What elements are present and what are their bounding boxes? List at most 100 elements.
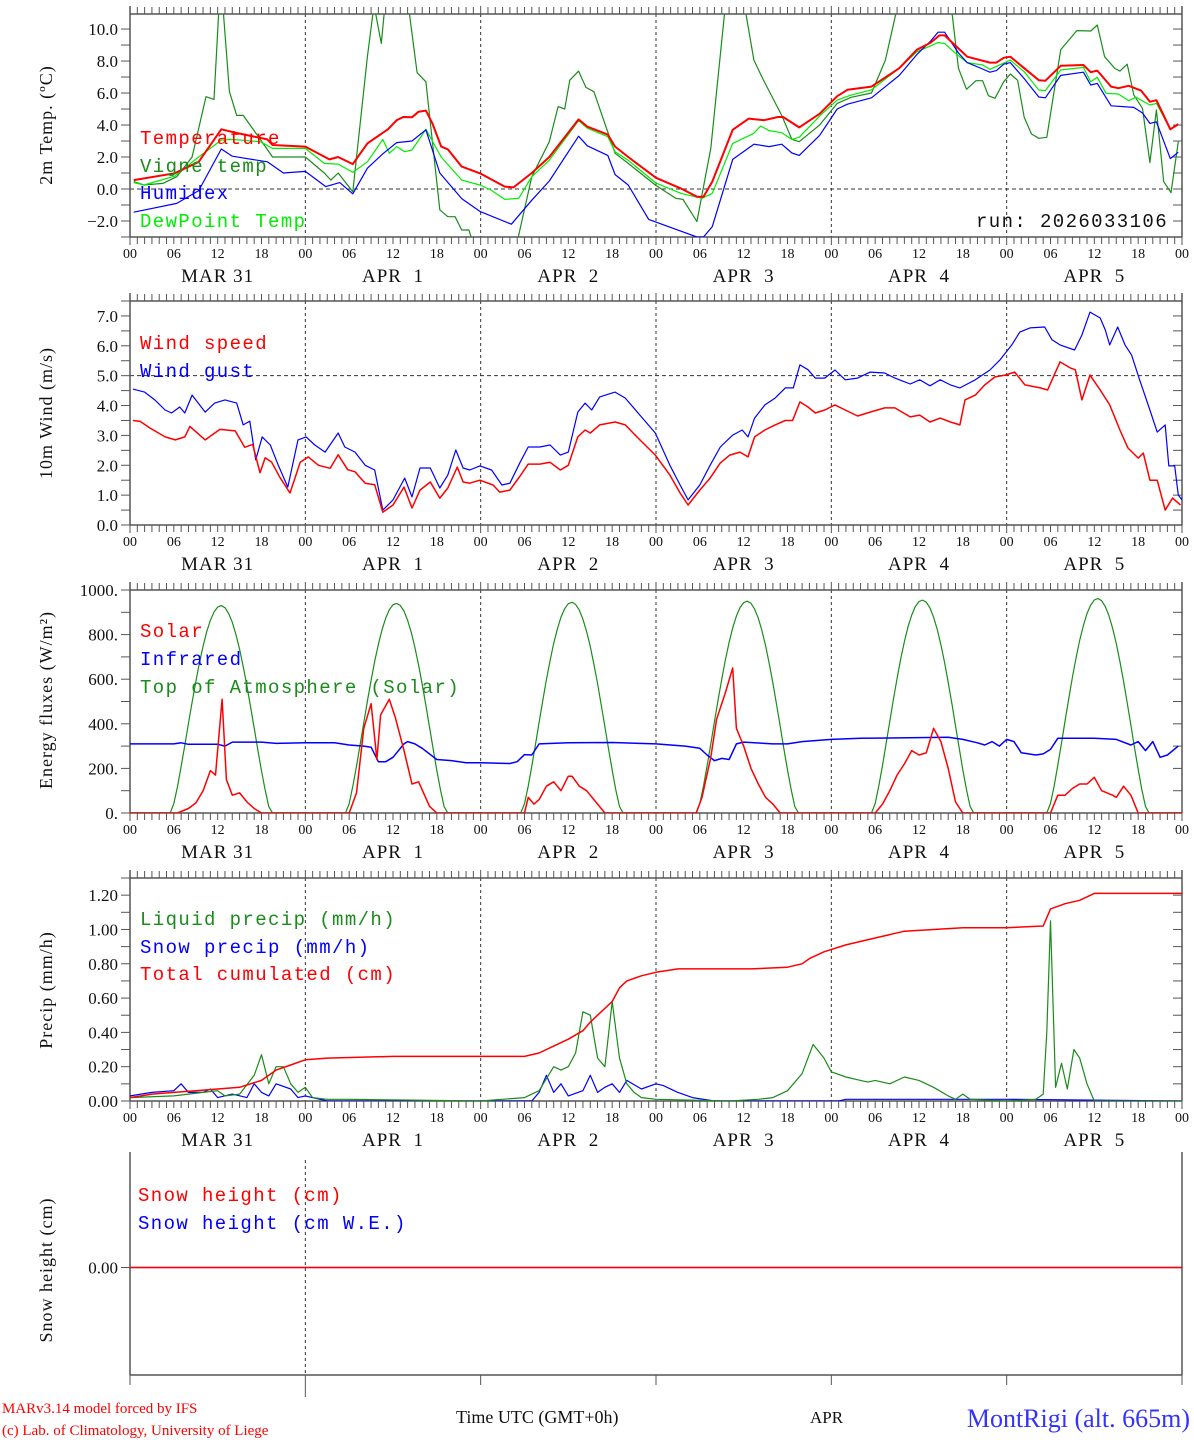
hour-label: 18 xyxy=(956,823,970,838)
hour-label: 00 xyxy=(824,535,838,550)
hour-label: 06 xyxy=(868,247,882,262)
panel-4: 00 06 12 18 00 06 12 18 00 06 12 18 00 06 12 18 00 06 12 18… xyxy=(36,870,1189,1151)
legend-snow-precip: Snow precip (mm/h) xyxy=(140,937,370,959)
y-tick-label: 2.0 xyxy=(97,148,118,167)
day-label: APR 4 xyxy=(888,1130,950,1151)
hour-label: 18 xyxy=(956,247,970,262)
day-label: APR 2 xyxy=(537,842,599,863)
y-tick-label: 0.00 xyxy=(88,1259,118,1278)
day-label: APR 5 xyxy=(1063,554,1125,575)
day-label: APR 2 xyxy=(537,266,599,287)
legend-wind-gust: Wind gust xyxy=(140,361,255,383)
hour-label: 18 xyxy=(1131,535,1145,550)
hour-label: 06 xyxy=(342,823,356,838)
legend-vigne-temp: Vigne temp xyxy=(140,156,268,178)
hour-label: 12 xyxy=(561,535,575,550)
footer: MARv3.14 model forced by IFS (c) Lab. of… xyxy=(2,1401,1190,1439)
hour-label: 12 xyxy=(912,247,926,262)
hour-label: 06 xyxy=(518,247,532,262)
y-tick-label: 5.0 xyxy=(97,367,118,386)
legend-wind-speed: Wind speed xyxy=(140,333,268,355)
y-tick-label: 0.20 xyxy=(88,1058,118,1077)
panel-1: 00 06 12 18 00 06 12 18 00 06 12 18 00 06 12 18 00 06 12 18… xyxy=(36,6,1189,287)
y-tick-label: 0.60 xyxy=(88,989,118,1008)
day-label: APR 1 xyxy=(362,842,424,863)
series-vigne-temp xyxy=(133,14,1179,237)
y-tick-label: 4.0 xyxy=(97,116,118,135)
legend-temperature: Temperature xyxy=(140,128,281,150)
hour-label: 18 xyxy=(430,535,444,550)
hour-label: 06 xyxy=(167,247,181,262)
legend-temperature-panel: Temperature Vigne temp Humidex DewPoint … xyxy=(140,128,1167,233)
hour-label: 18 xyxy=(1131,823,1145,838)
hour-label: 00 xyxy=(824,1111,838,1126)
hour-label: 12 xyxy=(561,1111,575,1126)
hour-label: 12 xyxy=(1087,823,1101,838)
hour-label: 18 xyxy=(255,1111,269,1126)
hour-label: 00 xyxy=(474,1111,488,1126)
hour-label: 12 xyxy=(386,823,400,838)
hour-label: 00 xyxy=(474,823,488,838)
legend-toa: Top of Atmosphere (Solar) xyxy=(140,677,460,699)
hour-label: 00 xyxy=(824,247,838,262)
hour-label: 00 xyxy=(1175,823,1189,838)
day-label: MAR 31 xyxy=(181,554,254,575)
series-wind-gust xyxy=(132,311,1182,511)
y-tick-label: 1.0 xyxy=(97,486,118,505)
y-tick-label: 3.0 xyxy=(97,426,118,445)
hour-label: 00 xyxy=(1000,535,1014,550)
day-label: APR 1 xyxy=(362,554,424,575)
panel-2: 00 06 12 18 00 06 12 18 00 06 12 18 00 06 12 18 00 06 12 18… xyxy=(36,293,1189,575)
hour-label: 18 xyxy=(605,535,619,550)
series-dewpoint-temp xyxy=(133,41,1179,200)
panel-5: 0.00 Snow height (cm) xyxy=(36,1152,1183,1397)
day-label: APR 4 xyxy=(888,842,950,863)
hour-label: 06 xyxy=(518,535,532,550)
hour-label: 12 xyxy=(211,1111,225,1126)
series-snow-precip-mm-h xyxy=(130,1074,1182,1101)
hour-label: 00 xyxy=(649,247,663,262)
hour-label: 06 xyxy=(342,247,356,262)
hour-label: 12 xyxy=(737,823,751,838)
day-label: APR 1 xyxy=(362,266,424,287)
day-label: APR 2 xyxy=(537,1130,599,1151)
series-humidex xyxy=(133,31,1179,237)
station-title: MontRigi (alt. 665m) xyxy=(967,1404,1190,1433)
hour-label: 12 xyxy=(561,247,575,262)
hour-label: 06 xyxy=(868,1111,882,1126)
day-label: APR 1 xyxy=(362,1130,424,1151)
y-tick-label: 0.0 xyxy=(97,180,118,199)
y-tick-label: 7.0 xyxy=(97,307,118,326)
legend-snow-panel: Snow height (cm) Snow height (cm W.E.) xyxy=(138,1185,405,1235)
y-tick-label: 200. xyxy=(88,759,118,778)
legend-dewpoint: DewPoint Temp xyxy=(140,211,306,233)
hour-label: 12 xyxy=(1087,535,1101,550)
y-tick-label: 0.40 xyxy=(88,1023,118,1042)
hour-label: 18 xyxy=(605,823,619,838)
hour-label: 00 xyxy=(649,823,663,838)
hour-label: 00 xyxy=(824,823,838,838)
hour-label: 06 xyxy=(693,1111,707,1126)
hour-label: 12 xyxy=(912,823,926,838)
day-label: MAR 31 xyxy=(181,842,254,863)
day-label: APR 3 xyxy=(713,554,775,575)
hour-label: 12 xyxy=(386,247,400,262)
series-group xyxy=(133,14,1179,237)
y-tick-label: 8.0 xyxy=(97,52,118,71)
hour-label: 06 xyxy=(693,247,707,262)
hour-label: 18 xyxy=(781,247,795,262)
y-tick-label: 1.20 xyxy=(88,886,118,905)
hour-label: 12 xyxy=(1087,1111,1101,1126)
y-tick-label: 400. xyxy=(88,715,118,734)
hour-label: 12 xyxy=(912,535,926,550)
hour-label: 18 xyxy=(781,823,795,838)
hour-label: 06 xyxy=(1044,1111,1058,1126)
hour-label: 06 xyxy=(167,535,181,550)
y-tick-label: 0.80 xyxy=(88,955,118,974)
hour-label: 12 xyxy=(561,823,575,838)
day-label: APR 3 xyxy=(713,1130,775,1151)
hour-label: 06 xyxy=(1044,823,1058,838)
hour-label: 06 xyxy=(868,823,882,838)
copyright: (c) Lab. of Climatology, University of L… xyxy=(2,1423,269,1439)
y-tick-label: 6.0 xyxy=(97,84,118,103)
